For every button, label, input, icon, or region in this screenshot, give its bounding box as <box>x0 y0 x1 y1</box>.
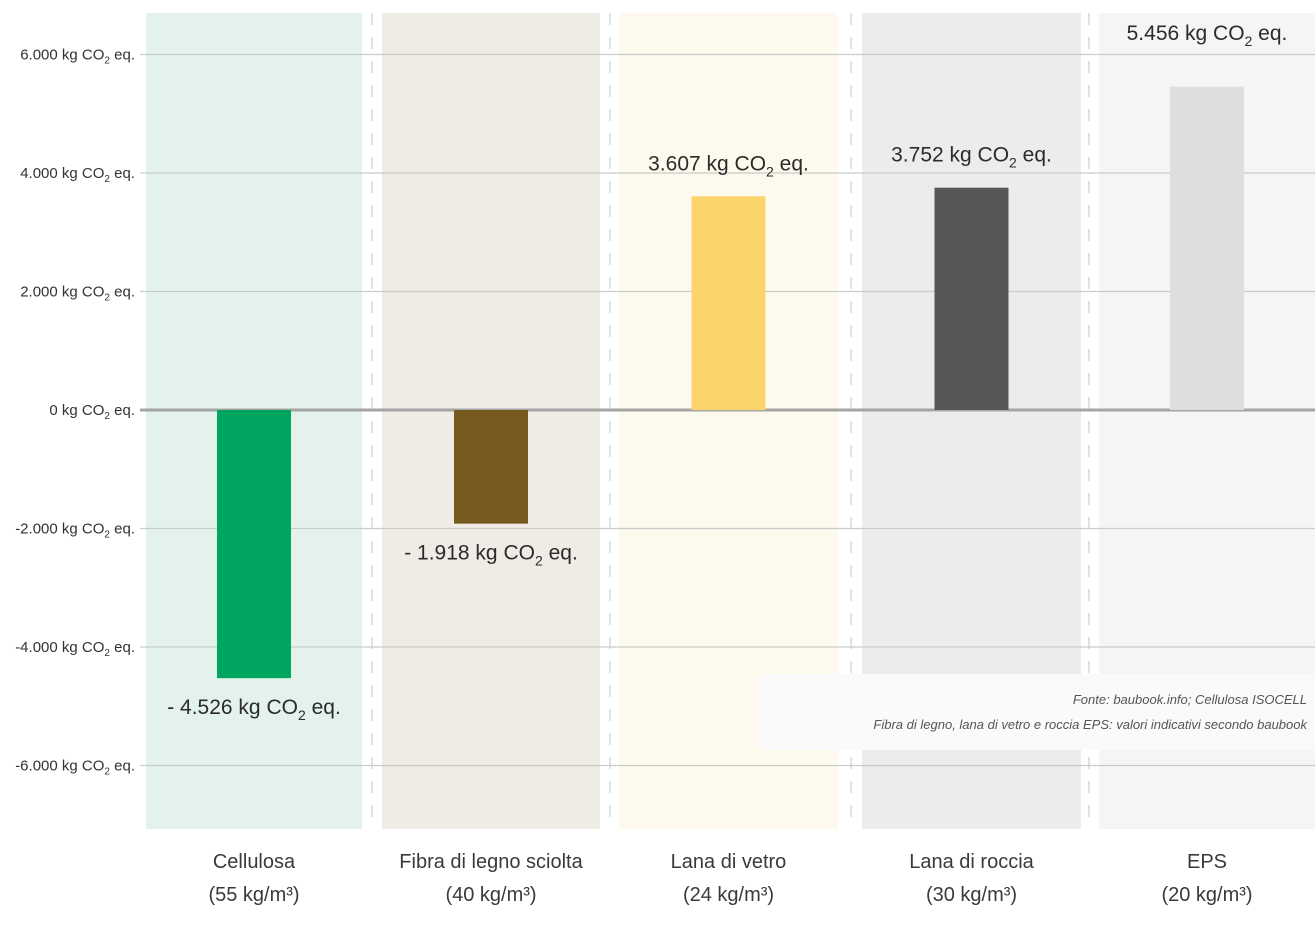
source-note-box <box>758 674 1315 750</box>
data-labels: - 4.526 kg CO2 eq. - 1.918 kg CO2 eq. 3.60… <box>167 22 1287 723</box>
y-tick-label: 6.000 kg CO2 eq. <box>20 47 135 67</box>
category-density: (30 kg/m³) <box>926 884 1017 906</box>
y-tick-label: 4.000 kg CO2 eq. <box>20 165 135 185</box>
x-axis-categories: Cellulosa (55 kg/m³) Fibra di legno sciolt… <box>208 851 1252 906</box>
category-density: (55 kg/m³) <box>208 884 299 906</box>
data-label: - 4.526 kg CO2 eq. <box>167 696 341 723</box>
y-axis: 6.000 kg CO2 eq. 4.000 kg CO2 eq. 2.000 kg… <box>15 47 135 778</box>
y-tick-label: -6.000 kg CO2 eq. <box>15 758 135 778</box>
category-label: Lana di vetro <box>671 851 787 873</box>
category-density: (20 kg/m³) <box>1161 884 1252 906</box>
y-tick-label: 2.000 kg CO2 eq. <box>20 284 135 304</box>
bar-lana-di-vetro <box>691 196 766 410</box>
y-tick-label: -2.000 kg CO2 eq. <box>15 521 135 541</box>
bar-cellulosa <box>217 410 291 679</box>
category-label: EPS <box>1187 851 1227 873</box>
data-label: 5.456 kg CO2 eq. <box>1127 22 1288 49</box>
category-label: Fibra di legno sciolta <box>399 851 583 873</box>
bar-eps <box>1170 86 1244 411</box>
bar-fibra-di-legno-sciolta <box>454 410 528 524</box>
y-tick-label: 0 kg CO2 eq. <box>49 402 135 422</box>
category-label: Cellulosa <box>213 851 296 873</box>
category-density: (40 kg/m³) <box>445 884 536 906</box>
data-label: - 1.918 kg CO2 eq. <box>404 542 578 569</box>
data-label: 3.752 kg CO2 eq. <box>891 144 1052 171</box>
y-tick-label: -4.000 kg CO2 eq. <box>15 639 135 659</box>
source-line-2: Fibra di legno, lana di vetro e roccia E… <box>873 717 1308 732</box>
source-line-1: Fonte: baubook.info; Cellulosa ISOCELL <box>1073 692 1307 707</box>
data-label: 3.607 kg CO2 eq. <box>648 152 809 179</box>
category-label: Lana di roccia <box>909 851 1034 873</box>
bars <box>217 86 1244 679</box>
source-note: Fonte: baubook.info; Cellulosa ISOCELL F… <box>758 674 1315 750</box>
bar-lana-di-roccia <box>934 187 1009 410</box>
category-density: (24 kg/m³) <box>683 884 774 906</box>
